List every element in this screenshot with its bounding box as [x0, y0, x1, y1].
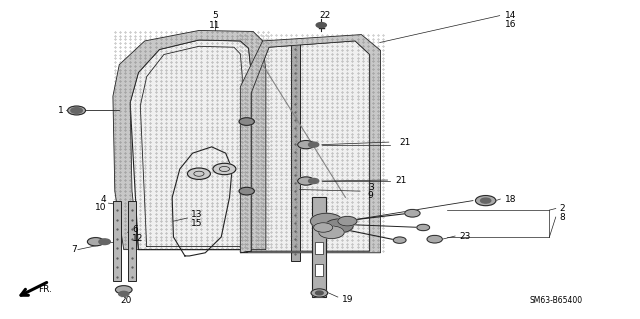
- Circle shape: [481, 198, 491, 203]
- Text: 23: 23: [459, 232, 470, 241]
- Text: 18: 18: [505, 195, 516, 204]
- Circle shape: [316, 291, 323, 295]
- Circle shape: [118, 291, 129, 296]
- Circle shape: [188, 168, 211, 179]
- Text: 17: 17: [344, 219, 356, 228]
- Circle shape: [325, 219, 353, 233]
- Polygon shape: [291, 41, 300, 261]
- Circle shape: [319, 226, 344, 239]
- Circle shape: [476, 196, 496, 206]
- Bar: [315, 264, 323, 276]
- Circle shape: [71, 108, 83, 113]
- Text: 9: 9: [368, 191, 374, 200]
- Circle shape: [310, 213, 342, 229]
- Text: 19: 19: [342, 295, 354, 304]
- Circle shape: [88, 238, 104, 246]
- Text: 10: 10: [95, 203, 106, 212]
- Text: 8: 8: [559, 212, 564, 222]
- Circle shape: [239, 118, 254, 125]
- Text: 3: 3: [368, 183, 374, 192]
- Text: 20: 20: [120, 296, 131, 305]
- Text: SM63-B65400: SM63-B65400: [529, 296, 582, 305]
- Text: 21: 21: [399, 137, 411, 147]
- Text: 16: 16: [505, 20, 516, 29]
- Circle shape: [308, 142, 319, 147]
- Text: 1: 1: [58, 106, 64, 115]
- Circle shape: [298, 177, 314, 185]
- Text: 5: 5: [212, 11, 218, 20]
- Text: 21: 21: [395, 175, 406, 185]
- Circle shape: [311, 289, 328, 297]
- Text: 22: 22: [319, 11, 331, 20]
- Circle shape: [338, 216, 357, 226]
- Polygon shape: [113, 201, 121, 281]
- Text: 2: 2: [559, 204, 564, 213]
- Circle shape: [316, 23, 326, 28]
- Text: 15: 15: [191, 219, 203, 228]
- Polygon shape: [251, 41, 370, 251]
- Text: 14: 14: [505, 11, 516, 20]
- Text: 6: 6: [132, 225, 138, 234]
- Circle shape: [239, 187, 254, 195]
- Polygon shape: [312, 197, 326, 297]
- Polygon shape: [241, 34, 381, 253]
- Bar: [315, 242, 323, 254]
- Circle shape: [427, 235, 442, 243]
- Circle shape: [417, 224, 429, 231]
- Text: 13: 13: [191, 210, 203, 219]
- Text: 11: 11: [209, 21, 221, 30]
- Text: 4: 4: [101, 195, 106, 204]
- Polygon shape: [113, 31, 266, 250]
- Circle shape: [404, 210, 420, 217]
- Text: 12: 12: [132, 234, 143, 243]
- Circle shape: [298, 141, 314, 149]
- Circle shape: [213, 163, 236, 175]
- Circle shape: [115, 286, 132, 294]
- Circle shape: [394, 237, 406, 243]
- Text: FR.: FR.: [38, 285, 52, 294]
- Circle shape: [314, 223, 333, 232]
- Polygon shape: [130, 40, 251, 250]
- Text: 7: 7: [71, 245, 77, 254]
- Circle shape: [308, 178, 319, 183]
- Circle shape: [99, 239, 110, 245]
- Polygon shape: [127, 201, 136, 281]
- Circle shape: [68, 106, 86, 115]
